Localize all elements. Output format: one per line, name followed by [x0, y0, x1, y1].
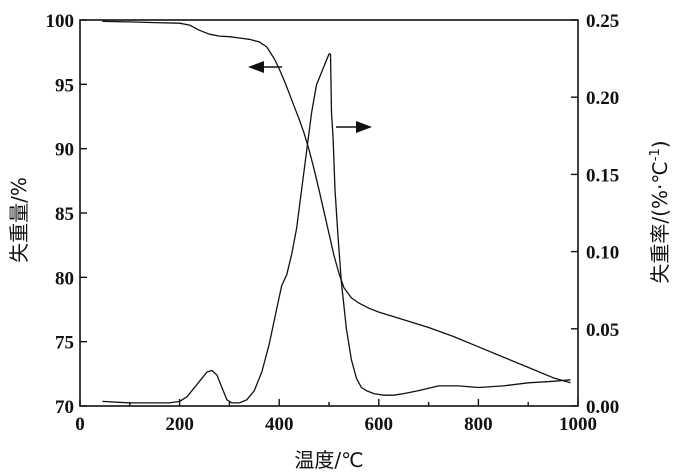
right-y-tick-label: 0.15 — [586, 165, 619, 186]
right-y-tick-label: 0.05 — [586, 320, 619, 341]
left-y-tick-label: 75 — [55, 333, 74, 354]
right-y-axis-title-sup: -1 — [648, 148, 663, 161]
x-tick-label: 600 — [365, 414, 394, 435]
x-tick-label: 400 — [265, 414, 294, 435]
plot-axes — [79, 19, 579, 407]
x-tick-label: 1000 — [559, 414, 597, 435]
left-y-tick-label: 70 — [55, 397, 74, 418]
right-y-tick-label: 0.00 — [586, 397, 619, 418]
dtg-curve — [102, 53, 571, 404]
x-axis-title: 温度/℃ — [294, 448, 363, 472]
data-series — [102, 20, 571, 404]
left-y-tick-label: 85 — [55, 204, 74, 225]
axis-ticks: 0 200 400 600 800 1000 70 75 80 85 90 95 100 0.00 0.05… — [46, 11, 620, 435]
right-y-tick-label: 0.25 — [586, 11, 619, 32]
axis-indicator-arrows — [248, 61, 372, 133]
right-y-tick-label: 0.20 — [586, 88, 619, 109]
tg-curve — [102, 20, 571, 384]
left-y-tick-label: 80 — [55, 268, 74, 289]
right-y-axis-title-close: ) — [648, 140, 672, 148]
left-y-tick-label: 100 — [46, 11, 75, 32]
plot-frame — [79, 19, 579, 407]
x-tick-label: 200 — [165, 414, 194, 435]
right-y-axis-title: 失重率/(%·℃-1) — [648, 140, 672, 283]
x-tick-label: 0 — [75, 414, 85, 435]
left-y-tick-label: 95 — [55, 75, 74, 96]
right-axis-arrow-head — [356, 121, 372, 133]
left-y-tick-label: 90 — [55, 140, 74, 161]
x-tick-label: 800 — [464, 414, 493, 435]
right-y-tick-label: 0.10 — [586, 243, 619, 264]
left-axis-arrow-head — [248, 61, 264, 73]
left-y-axis-title: 失重量/% — [7, 177, 31, 263]
right-y-axis-title-base: 失重率/(%·℃ — [648, 161, 672, 283]
